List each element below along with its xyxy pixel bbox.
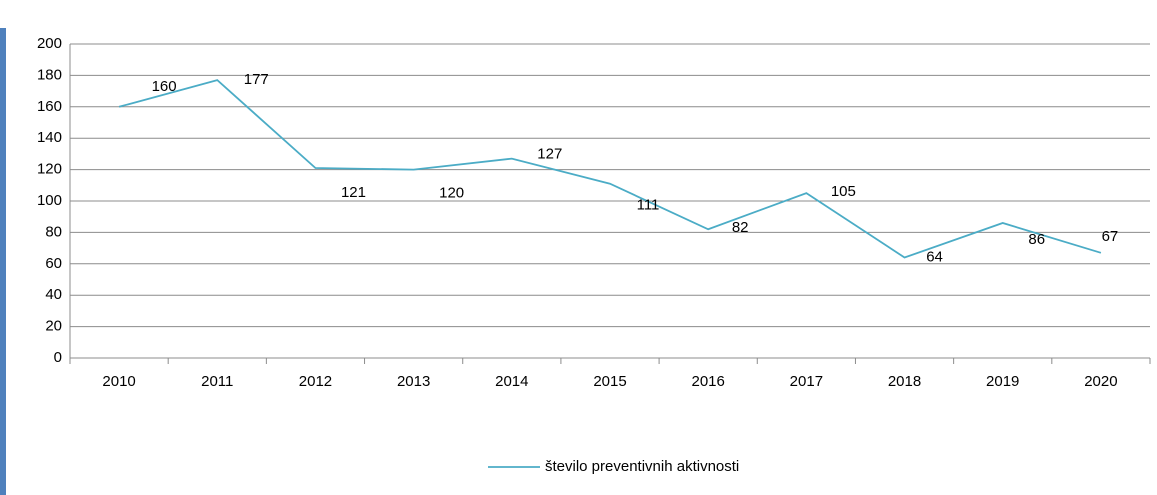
x-tick-label: 2020	[1084, 373, 1117, 390]
y-tick-label: 80	[45, 223, 62, 240]
x-tick-label: 2019	[986, 373, 1019, 390]
x-tick-label: 2011	[201, 373, 233, 390]
y-tick-label: 200	[37, 35, 62, 52]
x-tick-label: 2010	[102, 373, 135, 390]
y-tick-label: 60	[45, 255, 62, 272]
legend-label: število preventivnih aktivnosti	[545, 458, 739, 475]
y-tick-label: 100	[37, 192, 62, 209]
x-tick-label: 2018	[888, 373, 921, 390]
data-label: 127	[537, 146, 562, 163]
data-label: 67	[1102, 228, 1119, 245]
data-label: 160	[152, 78, 177, 95]
data-label: 120	[439, 185, 464, 202]
y-tick-label: 20	[45, 318, 62, 335]
x-tick-label: 2015	[593, 373, 626, 390]
y-tick-label: 40	[45, 286, 62, 303]
data-label: 111	[637, 197, 660, 214]
data-label: 64	[926, 248, 943, 265]
y-tick-label: 160	[37, 98, 62, 115]
data-line	[118, 79, 1102, 259]
y-tick-label: 120	[37, 161, 62, 178]
x-tick-label: 2012	[299, 373, 332, 390]
y-tick-label: 180	[37, 66, 62, 83]
data-label: 86	[1028, 231, 1045, 248]
data-label: 82	[732, 219, 749, 236]
x-tick-label: 2014	[495, 373, 528, 390]
x-tick-label: 2013	[397, 373, 430, 390]
x-tick-label: 2017	[790, 373, 823, 390]
x-tick-label: 2016	[691, 373, 724, 390]
y-tick-label: 0	[54, 349, 62, 366]
y-tick-label: 140	[37, 129, 62, 146]
data-label: 177	[244, 71, 269, 88]
frame-border	[0, 28, 6, 495]
data-label: 121	[341, 184, 366, 201]
data-label: 105	[831, 183, 856, 200]
